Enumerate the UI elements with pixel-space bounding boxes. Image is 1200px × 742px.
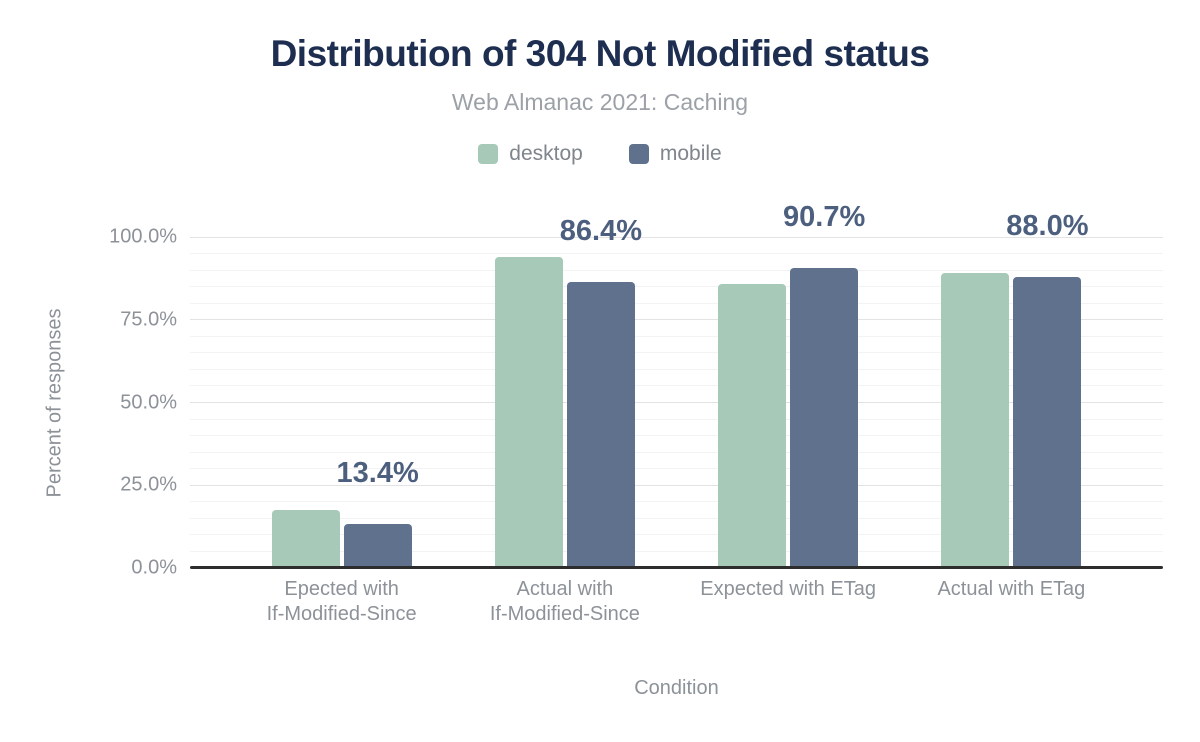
x-category-label: Actual with If-Modified-Since xyxy=(489,578,640,625)
bar-desktop xyxy=(271,510,340,568)
legend: desktop mobile xyxy=(0,142,1200,166)
gridline-major xyxy=(190,402,1163,403)
legend-swatch-icon xyxy=(478,144,499,164)
legend-label: desktop xyxy=(509,142,583,165)
y-tick-label: 0.0% xyxy=(131,556,177,579)
gridline-minor xyxy=(190,335,1163,337)
gridline-minor xyxy=(190,368,1163,370)
gridline-minor xyxy=(190,302,1163,304)
gridline-minor xyxy=(190,501,1163,503)
gridline-minor xyxy=(190,269,1163,271)
gridline-minor xyxy=(190,435,1163,437)
gridline-minor xyxy=(190,451,1163,453)
y-tick-label: 75.0% xyxy=(120,308,177,331)
y-tick-label: 100.0% xyxy=(109,225,177,248)
y-tick-label: 50.0% xyxy=(120,391,177,413)
legend-label: mobile xyxy=(659,142,722,165)
x-axis-title: Condition xyxy=(634,677,719,699)
x-category-label: Actual with ETag xyxy=(937,578,1086,600)
bar-group: 90.7% xyxy=(677,201,900,568)
gridline-minor xyxy=(190,352,1163,354)
gridline-minor xyxy=(190,253,1163,255)
x-category-label: Expected with ETag xyxy=(700,578,876,600)
bar-group: 13.4% xyxy=(230,237,453,568)
data-label: 90.7% xyxy=(783,200,866,233)
bar-desktop xyxy=(494,256,563,568)
x-axis-line xyxy=(190,566,1163,569)
bars-container: 13.4% 86.4% 90.7% 88.0% xyxy=(190,201,1163,568)
y-tick-label: 25.0% xyxy=(120,473,177,496)
bar-desktop xyxy=(941,273,1010,568)
data-label: 88.0% xyxy=(1006,209,1089,242)
x-axis-labels: Epected with If-Modified-Since Actual wit… xyxy=(190,577,1163,627)
bar-mobile xyxy=(1013,276,1082,568)
bar-desktop xyxy=(718,284,787,568)
bar-mobile xyxy=(343,523,412,568)
plot-area: 13.4% 86.4% 90.7% 88.0% 0.0% 25.0% 50.0% 75.0%… xyxy=(109,201,1163,579)
chart-subtitle: Web Almanac 2021: Caching xyxy=(451,89,749,115)
gridline-minor xyxy=(190,550,1163,552)
bar-mobile xyxy=(566,282,635,568)
gridline-minor xyxy=(190,534,1163,536)
gridline-minor xyxy=(190,517,1163,519)
gridline-minor xyxy=(190,418,1163,420)
data-label: 13.4% xyxy=(336,456,419,489)
gridline-minor xyxy=(190,468,1163,470)
chart-title: Distribution of 304 Not Modified status xyxy=(270,33,930,74)
gridline-major xyxy=(190,236,1163,238)
bar-group: 88.0% xyxy=(900,210,1123,568)
bar-mobile xyxy=(790,267,859,568)
gridline-minor xyxy=(190,385,1163,387)
gridline-major xyxy=(190,484,1163,486)
x-category-label: Epected with If-Modified-Since xyxy=(266,578,417,625)
bar-group: 86.4% xyxy=(453,215,676,568)
data-label: 86.4% xyxy=(559,215,642,248)
gridline-major xyxy=(190,319,1163,321)
legend-swatch-icon xyxy=(628,144,649,164)
legend-item-mobile: mobile xyxy=(628,142,722,166)
y-axis-title: Percent of responses xyxy=(43,308,66,498)
gridline-minor xyxy=(190,286,1163,288)
legend-item-desktop: desktop xyxy=(478,142,583,166)
